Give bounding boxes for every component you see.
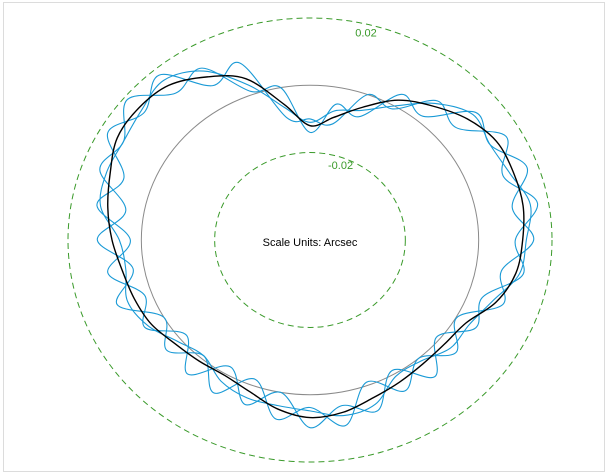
trace (96, 61, 539, 429)
reference-circle (140, 84, 480, 396)
frame (3, 2, 605, 472)
tick-label: 0.02 (355, 27, 376, 39)
tick-label: -0.02 (328, 160, 353, 172)
tick-circle (67, 17, 553, 463)
trace (107, 75, 525, 419)
annotation: Scale Units: Arcsec (263, 237, 358, 249)
trace (99, 70, 532, 417)
tick-circle (214, 152, 406, 328)
trace (96, 67, 535, 427)
